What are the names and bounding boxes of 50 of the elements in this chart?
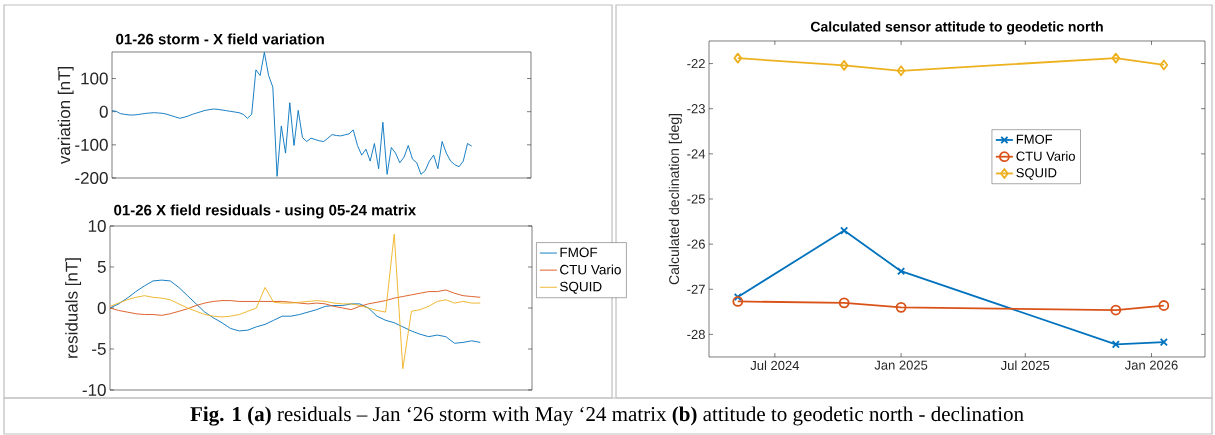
y-tick-label: 5 — [97, 261, 106, 273]
point — [1111, 340, 1120, 349]
point — [1159, 338, 1168, 347]
y-tick-label: 10 — [88, 219, 106, 233]
legend-label: CTU Vario — [560, 264, 621, 275]
chart-title: Calculated sensor attitude to geodetic north — [810, 21, 1103, 35]
x-tick-label: Jan 2026 — [1124, 360, 1178, 370]
y-tick-label: -22 — [687, 59, 705, 69]
legend-label: SQUID — [560, 281, 602, 294]
y-tick-label: -5 — [92, 343, 106, 355]
point — [839, 59, 849, 71]
chart-title: 01-26 storm - X field variation — [116, 33, 324, 45]
y-tick-label: 100 — [81, 72, 108, 85]
legend-label: SQUID — [1016, 168, 1057, 180]
legend-label: FMOF — [560, 247, 598, 258]
y-tick-label: 0 — [99, 105, 108, 118]
y-tick-label: -27 — [687, 284, 705, 294]
x-tick-label: Jul 2024 — [750, 360, 800, 371]
legend-label: FMOF — [1016, 134, 1053, 144]
legend-label: CTU Vario — [1016, 151, 1075, 161]
y-axis-title: Calculated declination [deg] — [668, 114, 682, 285]
y-axis-title: variation [nT] — [57, 67, 74, 165]
y-tick-label: -26 — [687, 239, 705, 249]
line-series — [110, 233, 481, 370]
text: Fig. 1 (a) residuals – Jan ‘26 storm with May ‘24 matrix (b) attitude to geodetic north - declination — [190, 406, 1024, 426]
y-tick-label: -28 — [687, 329, 705, 340]
y-tick-label: -10 — [82, 383, 106, 397]
y-tick-label: -25 — [687, 194, 705, 204]
y-tick-label: 0 — [97, 301, 106, 315]
point — [1159, 59, 1169, 71]
chart-title: 01-26 X field residuals - using 05-24 matrix — [114, 204, 417, 219]
point — [895, 301, 907, 313]
y-tick-label: -24 — [687, 149, 706, 159]
x-tick-label: Jul 2025 — [1000, 360, 1050, 371]
point — [1158, 300, 1170, 311]
point — [896, 65, 906, 77]
y-tick-label: -200 — [75, 171, 108, 185]
y-axis-title: residuals [nT] — [65, 258, 82, 358]
point — [1110, 304, 1122, 316]
y-tick-label: -23 — [687, 104, 705, 114]
point — [1111, 52, 1121, 64]
point — [733, 52, 743, 64]
y-tick-label: -100 — [75, 138, 108, 151]
point — [838, 297, 850, 309]
point — [733, 292, 742, 302]
point — [732, 296, 744, 307]
line-series — [110, 279, 481, 344]
line-series — [112, 51, 473, 177]
x-tick-label: Jan 2025 — [874, 360, 928, 370]
point — [897, 267, 906, 276]
